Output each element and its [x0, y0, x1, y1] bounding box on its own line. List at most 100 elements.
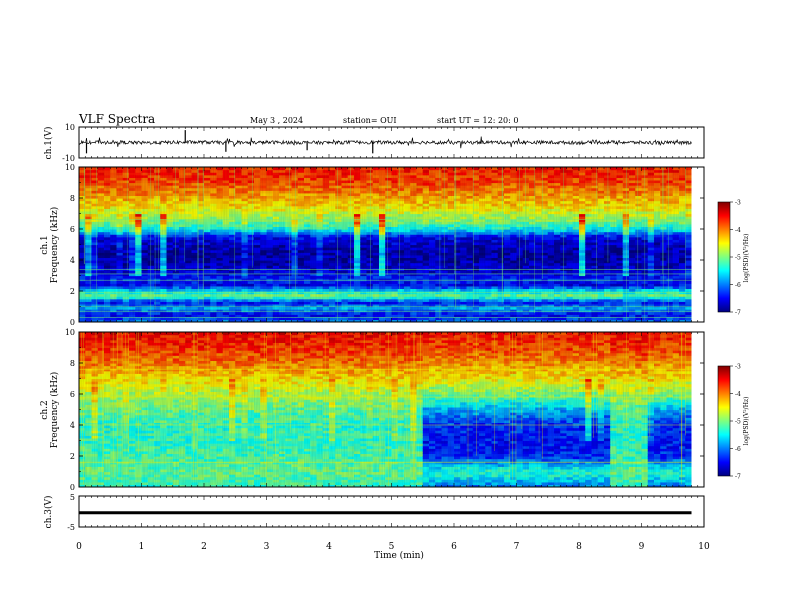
spectrogram-cell — [316, 249, 324, 253]
spectrogram-cell — [172, 167, 180, 171]
spectrogram-cell — [479, 234, 486, 238]
spectrogram-cell — [316, 275, 324, 279]
spectrogram-cell — [579, 177, 586, 181]
spectrogram-cell — [97, 179, 105, 184]
spectrogram-cell — [435, 270, 443, 274]
spectrogram-cell — [535, 298, 543, 302]
spectrogram-cell — [547, 303, 555, 308]
spectrogram-cell — [422, 208, 430, 212]
spectrogram-cell — [285, 257, 293, 261]
spectrogram-cell — [191, 167, 199, 171]
spectrogram-cell — [522, 254, 530, 259]
spectrogram-cell — [397, 275, 405, 279]
spectrogram-cell — [316, 216, 324, 220]
spectrogram-cell — [541, 311, 549, 315]
spectrogram-cell — [185, 229, 193, 233]
spectrogram-cell — [585, 254, 593, 259]
spectrogram-cell — [235, 298, 243, 302]
spectrogram-cell — [447, 169, 455, 173]
spectrogram-cell — [372, 247, 380, 251]
spectrogram-cell — [229, 293, 236, 297]
spectrogram-cell — [241, 169, 249, 173]
spectrogram-cell — [366, 247, 374, 251]
spectrogram-cell — [185, 283, 193, 287]
spectrogram-cell — [172, 172, 180, 176]
spectrogram-cell — [372, 254, 380, 259]
spectrogram-cell — [372, 177, 380, 181]
spectrogram-cell — [560, 260, 568, 264]
spectrogram-cell — [572, 275, 580, 279]
spectrogram-cell — [97, 216, 105, 220]
spectrogram-cell — [147, 218, 155, 222]
spectrogram-cell — [466, 298, 474, 302]
spectrogram-cell — [310, 309, 318, 313]
spectrogram-cell — [460, 275, 468, 279]
spectrogram-cell — [291, 283, 299, 287]
spectrogram-cell — [335, 185, 343, 189]
spectrogram-cell — [547, 223, 555, 228]
spectrogram-cell — [97, 272, 105, 277]
spectrogram-cell — [466, 252, 474, 256]
spectrogram-cell — [235, 221, 243, 225]
spectrogram-cell — [410, 306, 418, 310]
spectrogram-cell — [79, 210, 86, 215]
spectrogram-cell — [366, 260, 374, 264]
spectrogram-cell — [260, 195, 268, 199]
spectrogram-cell — [241, 226, 249, 230]
spectrogram-cell — [222, 174, 230, 178]
spectrogram-cell — [129, 319, 136, 322]
spectrogram-cell — [535, 205, 543, 209]
spectrogram-cell — [579, 185, 586, 189]
spectrogram-cell — [297, 244, 305, 248]
spectrogram-cell — [491, 314, 499, 318]
spectrogram-cell — [572, 221, 580, 225]
spectrogram-cell — [160, 229, 168, 233]
spectrogram-cell — [560, 221, 568, 225]
spectrogram-cell — [154, 296, 161, 300]
spectrogram-cell — [485, 210, 493, 215]
spectrogram-cell — [479, 311, 486, 315]
spectrogram-cell — [204, 182, 211, 186]
spectrogram-cell — [529, 314, 536, 318]
spectrogram-cell — [485, 270, 493, 274]
spectrogram-cell — [110, 216, 118, 220]
spectrogram-cell — [379, 298, 386, 302]
spectrogram-cell — [210, 262, 218, 266]
spectrogram-cell — [310, 298, 318, 302]
spectrogram-cell — [185, 216, 193, 220]
spectrogram-cell — [241, 293, 249, 297]
spectrogram-cell — [129, 236, 136, 240]
spectrogram-cell — [154, 280, 161, 284]
spectrogram-cell — [316, 198, 324, 202]
spectrogram-cell — [322, 309, 330, 313]
spectrogram-cell — [541, 301, 549, 305]
spectrogram-cell — [291, 213, 299, 217]
spectrogram-cell — [410, 254, 418, 259]
spectrogram-cell — [416, 319, 424, 322]
spectrogram-cell — [229, 257, 236, 261]
spectrogram-cell — [122, 239, 130, 243]
spectrogram-cell — [260, 254, 268, 259]
spectrogram-cell — [347, 280, 355, 284]
spectrogram-cell — [397, 285, 405, 290]
spectrogram-cell — [347, 285, 355, 290]
spectrogram-cell — [522, 283, 530, 287]
spectrogram-cell — [591, 208, 599, 212]
spectrogram-cell — [291, 311, 299, 315]
spectrogram-cell — [516, 272, 524, 277]
spectrogram-cell — [104, 303, 111, 308]
spectrogram-cell — [166, 234, 174, 238]
spectrogram-cell — [272, 280, 280, 284]
spectrogram-cell — [585, 221, 593, 225]
spectrogram-cell — [397, 260, 405, 264]
spectrogram-cell — [254, 298, 261, 302]
spectrogram-cell — [204, 293, 211, 297]
spectrogram-cell — [191, 218, 199, 222]
spectrogram-cell — [254, 218, 261, 222]
spectrogram-cell — [397, 231, 405, 235]
spectrogram-cell — [316, 270, 324, 274]
spectrogram-cell — [579, 319, 586, 322]
spectrogram-cell — [172, 309, 180, 313]
spectrogram-cell — [566, 303, 574, 308]
spectrogram-cell — [485, 185, 493, 189]
